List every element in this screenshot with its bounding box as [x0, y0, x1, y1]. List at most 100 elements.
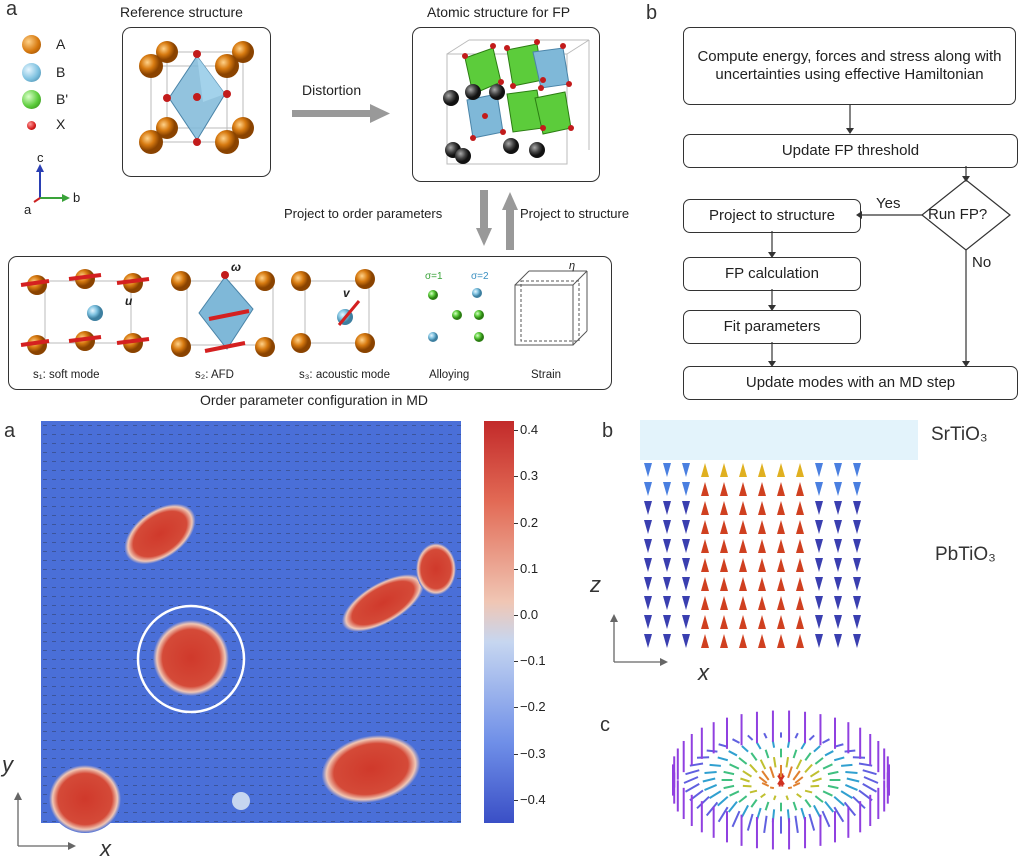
vortex-z-label: z	[590, 572, 601, 597]
polarization-arrow	[796, 615, 804, 629]
atom-b-icon	[22, 63, 41, 82]
polarization-arrow	[644, 615, 652, 629]
skyrmion-arrows	[672, 710, 890, 850]
polarization-arrow	[796, 596, 804, 610]
polarization-arrow	[834, 558, 842, 572]
polarization-arrow	[663, 577, 671, 591]
polarization-arrow	[815, 463, 823, 477]
legend-x-label: X	[56, 116, 66, 132]
sigma1-label: σ=1	[425, 271, 443, 282]
acoustic-mode-label: s₃: acoustic mode	[299, 369, 390, 381]
flow-step-fit-text: Fit parameters	[723, 318, 821, 335]
polarization-arrow	[758, 634, 766, 648]
skyrmion-arrow	[732, 738, 740, 744]
soft-mode-vector-label: u	[125, 294, 133, 308]
skyrmion-arrow	[704, 784, 718, 791]
flow-step-compute-text: Compute energy, forces and stress along …	[697, 48, 1002, 83]
polarization-arrow	[834, 463, 842, 477]
skyrmion-arrow	[844, 749, 856, 753]
skyrmion-arrow	[822, 738, 830, 744]
sigma2-label: σ=2	[471, 271, 489, 282]
polarization-arrow	[720, 539, 728, 553]
skyrmion-arrow	[706, 749, 718, 753]
skyrmion-arrow	[804, 799, 812, 808]
skyrmion-arrow	[822, 763, 833, 770]
polarization-arrow	[815, 596, 823, 610]
fp-structure-image	[443, 39, 590, 165]
flowchart-connectors	[768, 105, 1011, 367]
skyrmion-arrow	[792, 749, 798, 759]
polarization-arrow	[663, 482, 671, 496]
colorbar-tick-label: 0.4	[520, 422, 539, 438]
polarization-arrow	[739, 520, 747, 534]
skyrmion-arrow	[740, 777, 750, 783]
polarization-arrow	[720, 482, 728, 496]
polarization-arrow	[853, 615, 861, 629]
polarization-arrow	[853, 520, 861, 534]
polarization-arrow	[758, 577, 766, 591]
bottom-panel-b-letter: b	[602, 420, 614, 442]
skyrmion-arrow	[813, 804, 821, 818]
skyrmion-arrow	[764, 801, 770, 811]
polarization-arrow	[720, 634, 728, 648]
colorbar-tick-mark	[514, 522, 518, 524]
skyrmion-arrow	[684, 782, 700, 793]
polarization-arrow	[796, 482, 804, 496]
skyrmion-arrow	[763, 732, 768, 739]
polarization-arrow	[777, 596, 785, 610]
bottom-panel-c-letter: c	[600, 714, 610, 736]
polarization-arrow	[834, 539, 842, 553]
skyrmion-arrow	[794, 732, 799, 739]
polarization-arrow	[796, 558, 804, 572]
skyrmion-arrow	[709, 790, 722, 800]
polarization-arrow	[682, 539, 690, 553]
polarization-arrow	[739, 539, 747, 553]
skyrmion-arrow	[704, 771, 717, 774]
colorbar-tick-mark	[514, 753, 518, 755]
polarization-arrow	[815, 634, 823, 648]
polarization-arrow	[663, 596, 671, 610]
highlight-circle	[136, 604, 246, 714]
flow-step-update-threshold: Update FP threshold	[683, 134, 1018, 168]
polarization-arrow	[758, 615, 766, 629]
distortion-label: Distortion	[302, 82, 362, 98]
project-to-structure-top-label: Project to structure	[520, 206, 630, 221]
polarization-arrow	[663, 520, 671, 534]
polarization-arrow	[644, 501, 652, 515]
skyrmion-arrow	[749, 763, 758, 773]
skyrmion-arrow	[814, 795, 824, 803]
legend-bprime-label: B'	[56, 91, 69, 107]
polarization-arrow	[853, 482, 861, 496]
polarization-arrow	[701, 615, 709, 629]
reference-structure-image	[139, 41, 254, 154]
polarization-arrow	[777, 501, 785, 515]
polarization-arrow	[644, 482, 652, 496]
skyrmion-arrow	[792, 770, 801, 781]
atom-a-icon	[22, 35, 41, 54]
skyrmion-arrow	[738, 795, 748, 803]
polarization-arrow	[644, 596, 652, 610]
skyrmions	[49, 503, 456, 833]
colorbar-tick-mark	[514, 476, 518, 478]
skyrmion-arrow	[731, 810, 741, 828]
polarization-arrow	[701, 520, 709, 534]
skyrmion-arrow	[845, 771, 858, 774]
skyrmion-arrow	[809, 770, 820, 778]
polarization-arrow	[663, 634, 671, 648]
fp-structure-box	[412, 27, 600, 182]
skyrmion-arrow	[824, 800, 835, 813]
polarization-arrow	[834, 577, 842, 591]
panel-b-letter: b	[646, 2, 658, 24]
colorbar-tick-label: 0.0	[520, 607, 539, 623]
polarization-arrow	[644, 463, 652, 477]
skyrmion-arrow	[769, 786, 775, 790]
map-axes-icon	[14, 792, 76, 850]
polarization-arrow	[853, 539, 861, 553]
polarization-arrow	[663, 463, 671, 477]
strain-label: Strain	[531, 369, 562, 381]
acoustic-vector-label: v	[343, 286, 351, 300]
legend-a-label: A	[56, 36, 66, 52]
polarization-arrow	[777, 558, 785, 572]
polarization-arrow	[834, 482, 842, 496]
polarization-arrow	[739, 615, 747, 629]
